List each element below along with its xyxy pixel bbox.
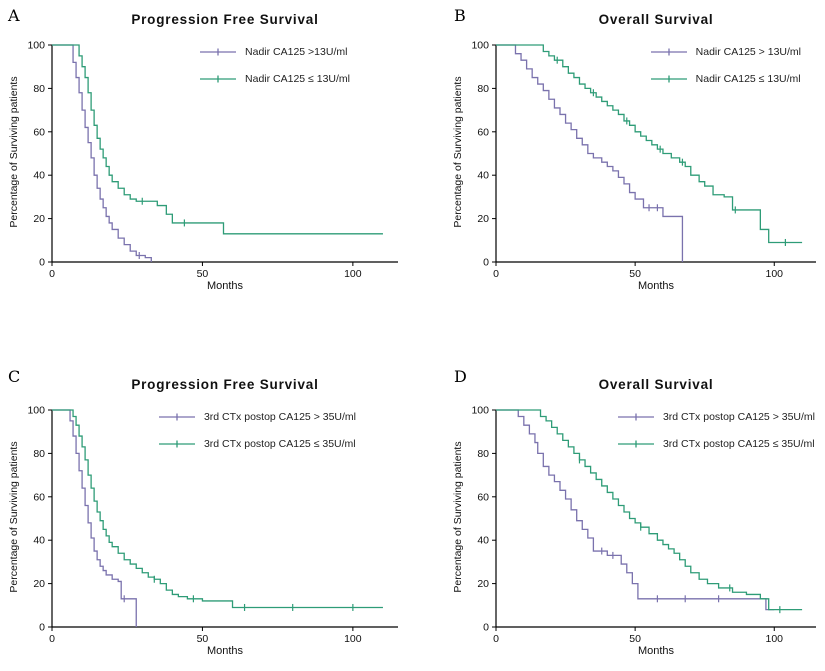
svg-text:40: 40 [33, 170, 45, 182]
km-plot-c: 0 20 40 60 80 100 0 50 100 [27, 405, 398, 645]
chart-title: Progression Free Survival [131, 377, 319, 392]
legend-line-icon [617, 413, 654, 421]
x-axis-label: Months [206, 645, 244, 657]
svg-text:100: 100 [765, 633, 783, 645]
x-axis-label: Months [637, 280, 675, 292]
svg-text:40: 40 [33, 535, 45, 547]
svg-text:50: 50 [197, 268, 209, 280]
chart-title: Progression Free Survival [131, 12, 319, 27]
legend-item: 3rd CTx postop CA125 ≤ 35U/ml [617, 438, 815, 450]
svg-text:50: 50 [197, 633, 209, 645]
legend-line-icon [650, 48, 687, 56]
legend-line-icon [200, 48, 237, 56]
legend-line-icon [200, 75, 237, 83]
svg-text:0: 0 [493, 268, 499, 280]
legend: 3rd CTx postop CA125 > 35U/ml 3rd CTx po… [617, 411, 815, 465]
legend-label: 3rd CTx postop CA125 ≤ 35U/ml [203, 438, 356, 450]
legend-line-icon [158, 440, 195, 448]
panel-letter-a: A [8, 6, 20, 25]
legend-label: Nadir CA125 > 13U/ml [695, 46, 801, 58]
legend-line-icon [617, 440, 654, 448]
svg-text:0: 0 [483, 257, 489, 269]
svg-text:100: 100 [27, 405, 45, 417]
svg-text:100: 100 [344, 268, 362, 280]
panel-letter-b: B [454, 6, 466, 25]
chart-title: Overall Survival [598, 377, 714, 392]
svg-text:40: 40 [477, 535, 489, 547]
panel-letter-d: D [454, 367, 467, 386]
legend-item: 3rd CTx postop CA125 ≤ 35U/ml [158, 438, 356, 450]
legend-label: Nadir CA125 ≤ 13U/ml [695, 73, 801, 85]
svg-text:20: 20 [477, 213, 489, 225]
svg-text:0: 0 [493, 633, 499, 645]
panel-d: D Overall Survival Percentage of Survivi… [412, 335, 825, 671]
svg-text:50: 50 [629, 633, 641, 645]
svg-text:60: 60 [477, 126, 489, 138]
svg-text:60: 60 [477, 491, 489, 503]
legend-label: 3rd CTx postop CA125 > 35U/ml [662, 411, 815, 423]
svg-text:0: 0 [49, 633, 55, 645]
legend-item: Nadir CA125 ≤ 13U/ml [650, 73, 801, 85]
km-plot-a: 0 20 40 60 80 100 0 50 100 [27, 40, 398, 280]
km-plot-d: 0 20 40 60 80 100 0 50 100 [471, 405, 816, 645]
legend: Nadir CA125 > 13U/ml Nadir CA125 ≤ 13U/m… [650, 46, 801, 100]
x-axis-label: Months [637, 645, 675, 657]
svg-text:0: 0 [39, 257, 45, 269]
svg-text:80: 80 [477, 83, 489, 95]
legend: Nadir CA125 >13U/ml Nadir CA125 ≤ 13U/ml [199, 46, 350, 100]
legend-line-icon [650, 75, 687, 83]
legend-item: Nadir CA125 >13U/ml [199, 46, 350, 58]
legend-line-icon [158, 413, 195, 421]
panel-b: B Overall Survival Percentage of Survivi… [412, 0, 825, 335]
svg-text:20: 20 [33, 578, 45, 590]
chart-title: Overall Survival [598, 12, 714, 27]
km-plot-b: 0 20 40 60 80 100 0 50 100 [471, 40, 816, 280]
svg-text:80: 80 [477, 448, 489, 460]
x-axis-label: Months [206, 280, 244, 292]
svg-text:100: 100 [471, 405, 489, 417]
svg-text:60: 60 [33, 491, 45, 503]
legend-item: Nadir CA125 ≤ 13U/ml [199, 73, 350, 85]
svg-text:0: 0 [39, 622, 45, 634]
svg-text:100: 100 [765, 268, 783, 280]
panel-a: A Progression Free Survival Percentage o… [0, 0, 412, 335]
svg-text:0: 0 [483, 622, 489, 634]
svg-text:50: 50 [629, 268, 641, 280]
svg-text:80: 80 [33, 83, 45, 95]
svg-text:0: 0 [49, 268, 55, 280]
legend-label: Nadir CA125 >13U/ml [245, 46, 348, 58]
legend-item: Nadir CA125 > 13U/ml [650, 46, 801, 58]
panel-letter-c: C [8, 367, 21, 386]
svg-text:40: 40 [477, 170, 489, 182]
svg-text:60: 60 [33, 126, 45, 138]
legend-label: Nadir CA125 ≤ 13U/ml [245, 73, 350, 85]
panel-c: C Progression Free Survival Percentage o… [0, 335, 412, 671]
legend-item: 3rd CTx postop CA125 > 35U/ml [158, 411, 356, 423]
svg-text:100: 100 [27, 40, 45, 52]
svg-text:80: 80 [33, 448, 45, 460]
svg-text:20: 20 [477, 578, 489, 590]
legend-label: 3rd CTx postop CA125 ≤ 35U/ml [662, 438, 815, 450]
svg-text:100: 100 [471, 40, 489, 52]
legend-label: 3rd CTx postop CA125 > 35U/ml [203, 411, 356, 423]
legend: 3rd CTx postop CA125 > 35U/ml 3rd CTx po… [158, 411, 356, 465]
legend-item: 3rd CTx postop CA125 > 35U/ml [617, 411, 815, 423]
svg-text:20: 20 [33, 213, 45, 225]
svg-text:100: 100 [344, 633, 362, 645]
